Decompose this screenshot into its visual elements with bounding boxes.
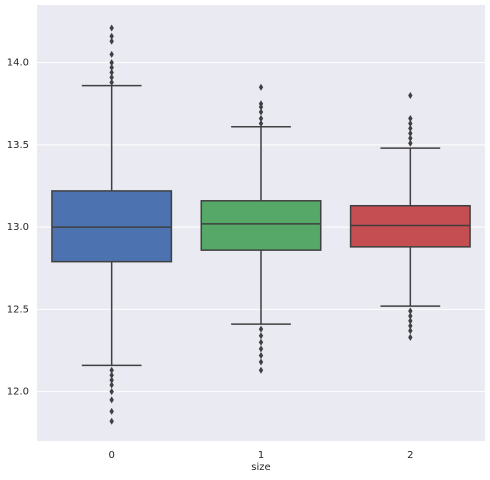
outlier	[408, 129, 413, 137]
outlier	[408, 307, 413, 315]
outlier	[258, 115, 264, 123]
outlier	[258, 338, 264, 346]
outlier	[408, 317, 413, 325]
outlier	[408, 124, 413, 132]
outlier	[408, 322, 413, 330]
box	[51, 190, 173, 263]
y-tick-label: 12.5	[7, 304, 29, 315]
outlier	[408, 134, 413, 142]
outlier	[109, 50, 114, 58]
x-axis-label: size	[251, 462, 270, 473]
outlier	[109, 73, 114, 81]
y-tick-label: 13.0	[7, 222, 29, 233]
outlier	[408, 139, 413, 147]
outlier	[408, 91, 413, 99]
x-tick-label: 1	[258, 450, 264, 461]
outlier	[258, 332, 264, 340]
outlier	[408, 119, 413, 127]
outlier	[258, 83, 264, 91]
outlier	[408, 115, 413, 123]
y-tick-label: 14.0	[7, 58, 29, 69]
outlier	[109, 376, 114, 384]
outlier	[408, 312, 413, 320]
outlier	[109, 59, 114, 67]
outlier	[258, 351, 264, 359]
y-tick-label: 12.0	[7, 387, 29, 398]
outlier	[408, 327, 413, 335]
outlier	[258, 119, 264, 127]
box	[349, 204, 471, 248]
outlier	[109, 24, 114, 32]
outlier	[258, 358, 264, 366]
outlier	[109, 32, 114, 40]
outlier	[109, 68, 114, 76]
outlier	[109, 64, 114, 72]
outlier	[109, 366, 114, 374]
outlier	[258, 366, 264, 374]
outlier	[258, 100, 264, 108]
x-tick-label: 0	[108, 450, 114, 461]
y-tick-label: 13.5	[7, 140, 29, 151]
box	[200, 200, 322, 251]
outlier	[109, 371, 114, 379]
outlier	[109, 417, 114, 425]
outlier	[109, 407, 114, 415]
outlier	[109, 37, 114, 45]
outlier	[258, 325, 264, 333]
outlier	[109, 381, 114, 389]
outlier	[109, 396, 114, 404]
outlier	[258, 345, 264, 353]
outlier	[408, 333, 413, 341]
outlier	[109, 78, 114, 86]
x-tick-label: 2	[407, 450, 413, 461]
outlier	[258, 108, 264, 116]
outlier	[109, 388, 114, 396]
